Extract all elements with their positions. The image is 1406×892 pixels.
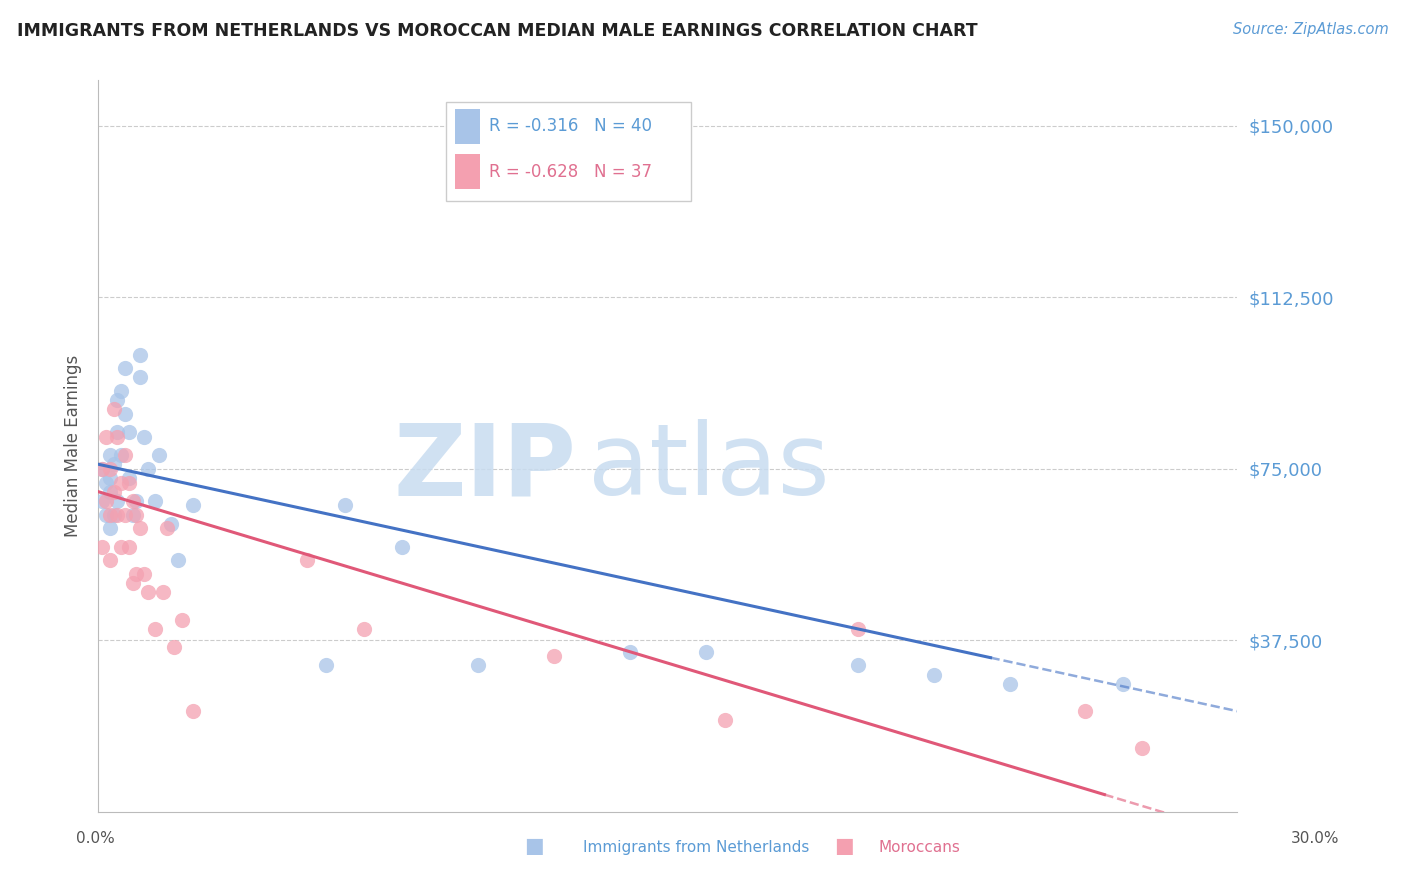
Text: Source: ZipAtlas.com: Source: ZipAtlas.com (1233, 22, 1389, 37)
Point (543, 649, 565, 664)
Point (152, 585, 174, 599)
Point (103, 484, 125, 499)
Point (110, 540, 132, 554)
Point (91, 462, 114, 476)
Point (335, 499, 357, 513)
FancyBboxPatch shape (446, 103, 690, 201)
Point (167, 553, 190, 567)
Point (998, 676, 1021, 690)
Point (91, 493, 114, 508)
Point (156, 521, 179, 535)
Point (1112, 676, 1135, 690)
Point (98, 521, 121, 535)
Point (132, 430, 155, 444)
Point (619, 645, 641, 659)
Point (129, 347, 152, 362)
Point (163, 640, 186, 655)
Point (136, 462, 159, 476)
Point (391, 540, 413, 554)
Point (98, 471, 121, 485)
Point (114, 508, 136, 522)
Point (1132, 740, 1154, 755)
Point (94, 430, 117, 444)
Point (110, 448, 132, 462)
Point (315, 658, 337, 673)
Point (98, 553, 121, 567)
Point (114, 448, 136, 462)
Point (98, 508, 121, 522)
Point (107, 493, 129, 508)
Text: Immigrants from Netherlands: Immigrants from Netherlands (583, 840, 810, 855)
Point (121, 508, 143, 522)
Point (103, 457, 125, 471)
Point (145, 622, 167, 636)
Point (110, 475, 132, 490)
Point (118, 425, 141, 440)
Point (183, 704, 205, 718)
Point (353, 622, 375, 636)
Point (125, 508, 148, 522)
Bar (456, 154, 479, 189)
Point (714, 714, 737, 728)
Text: 0.0%: 0.0% (76, 831, 115, 846)
Point (107, 393, 129, 408)
Point (98, 484, 121, 499)
Text: ■: ■ (524, 836, 544, 855)
Point (114, 361, 136, 376)
Point (118, 471, 141, 485)
Point (94, 508, 117, 522)
Point (129, 370, 152, 384)
Point (107, 430, 129, 444)
Point (98, 448, 121, 462)
Point (132, 567, 155, 582)
Point (846, 622, 869, 636)
Point (103, 402, 125, 417)
Text: atlas: atlas (588, 419, 830, 516)
Text: R = -0.628   N = 37: R = -0.628 N = 37 (489, 162, 652, 181)
Text: ZIP: ZIP (394, 419, 576, 516)
Point (297, 553, 319, 567)
Point (125, 493, 148, 508)
Text: 30.0%: 30.0% (1291, 831, 1339, 846)
Point (145, 493, 167, 508)
Point (1074, 704, 1097, 718)
Point (94, 475, 117, 490)
Point (183, 499, 205, 513)
Point (695, 645, 717, 659)
Bar (456, 109, 479, 144)
Point (91, 462, 114, 476)
Point (107, 508, 129, 522)
Point (136, 585, 159, 599)
Point (110, 384, 132, 398)
Point (114, 407, 136, 421)
Point (107, 425, 129, 440)
Text: ■: ■ (834, 836, 853, 855)
Point (846, 658, 869, 673)
Point (467, 658, 489, 673)
Point (98, 462, 121, 476)
Point (148, 448, 170, 462)
Point (121, 576, 143, 591)
Point (118, 475, 141, 490)
Point (159, 516, 181, 531)
Point (129, 521, 152, 535)
Point (103, 508, 125, 522)
Point (125, 567, 148, 582)
Y-axis label: Median Male Earnings: Median Male Earnings (65, 355, 83, 537)
Point (94, 493, 117, 508)
Text: IMMIGRANTS FROM NETHERLANDS VS MOROCCAN MEDIAN MALE EARNINGS CORRELATION CHART: IMMIGRANTS FROM NETHERLANDS VS MOROCCAN … (17, 22, 977, 40)
Point (922, 667, 945, 681)
Text: Moroccans: Moroccans (879, 840, 960, 855)
Point (170, 613, 193, 627)
Point (118, 540, 141, 554)
Text: R = -0.316   N = 40: R = -0.316 N = 40 (489, 118, 652, 136)
Point (91, 540, 114, 554)
Point (121, 493, 143, 508)
